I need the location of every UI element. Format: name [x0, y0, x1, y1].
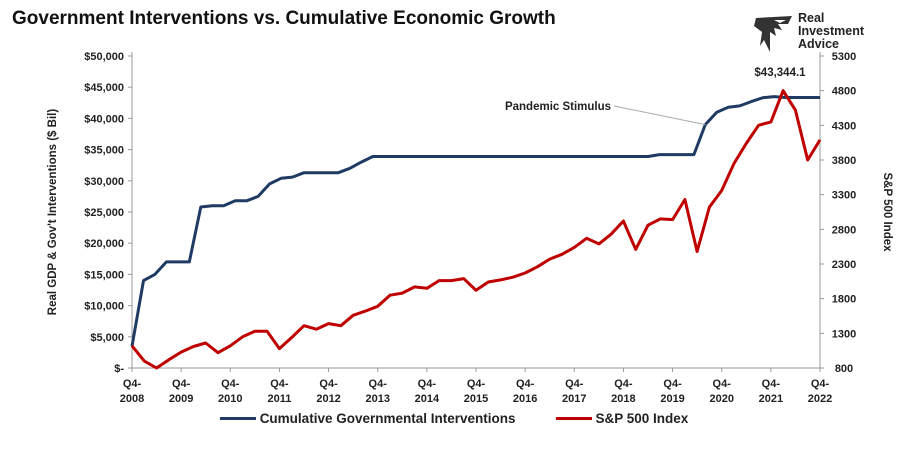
left-tick-label: $40,000 [84, 113, 124, 125]
pandemic-callout-line [613, 105, 706, 126]
left-tick-label: $- [114, 363, 124, 375]
chart-title: Government Interventions vs. Cumulative … [12, 8, 556, 29]
x-tick-label-top: Q4- [270, 378, 289, 390]
x-tick-label-bottom: 2015 [464, 393, 488, 405]
right-tick-label: 1300 [832, 328, 856, 340]
right-tick-label: 3800 [832, 155, 856, 167]
x-tick-label-top: Q4- [565, 378, 584, 390]
x-tick-label-top: Q4- [762, 378, 781, 390]
x-tick-label-bottom: 2018 [611, 393, 635, 405]
x-tick-label-top: Q4- [369, 378, 388, 390]
right-tick-label: 4800 [832, 86, 856, 98]
eagle-icon [754, 16, 792, 52]
left-tick-label: $45,000 [84, 82, 124, 94]
x-tick-label-top: Q4- [172, 378, 191, 390]
left-tick-label: $35,000 [84, 145, 124, 157]
pandemic-annotation: Pandemic Stimulus [505, 101, 611, 113]
legend-item-sp500: S&P 500 Index [555, 411, 689, 426]
left-tick-label: $5,000 [90, 332, 124, 344]
x-tick-label-bottom: 2017 [562, 393, 586, 405]
last-value-annotation: $43,344.1 [754, 67, 806, 79]
left-tick-label: $50,000 [84, 51, 124, 63]
left-tick-label: $10,000 [84, 301, 124, 313]
x-tick-label-top: Q4- [663, 378, 682, 390]
right-tick-label: 2300 [832, 259, 856, 271]
x-tick-label-bottom: 2021 [759, 393, 783, 405]
x-tick-label-bottom: 2014 [415, 393, 440, 405]
right-axis-title: S&P 500 Index [881, 172, 893, 252]
x-tick-label-bottom: 2009 [169, 393, 193, 405]
legend: Cumulative Governmental Interventions S&… [0, 411, 908, 426]
x-tick-label-bottom: 2010 [218, 393, 242, 405]
x-tick-label-bottom: 2013 [365, 393, 389, 405]
x-tick-label-top: Q4- [811, 378, 830, 390]
right-tick-label: 1800 [832, 294, 856, 306]
legend-label-sp500: S&P 500 Index [595, 411, 689, 426]
x-tick-label-bottom: 2011 [267, 393, 291, 405]
series-line-sp500 [130, 89, 822, 370]
x-tick-label-bottom: 2016 [513, 393, 537, 405]
x-tick-label-top: Q4- [713, 378, 732, 390]
legend-swatch-interventions [219, 417, 256, 420]
right-tick-label: 5300 [832, 51, 856, 63]
x-tick-label-top: Q4- [614, 378, 633, 390]
right-tick-label: 800 [835, 363, 853, 375]
right-tick-label: 4300 [832, 120, 856, 132]
brand-logo: Real Investment Advice [752, 12, 872, 56]
x-tick-label-bottom: 2008 [120, 393, 144, 405]
x-tick-label-bottom: 2022 [808, 393, 832, 405]
logo-line-3: Advice [798, 37, 839, 51]
left-tick-label: $15,000 [84, 269, 124, 281]
left-tick-label: $20,000 [84, 238, 124, 250]
legend-label-interventions: Cumulative Governmental Interventions [259, 411, 516, 426]
series-line-interventions [130, 95, 820, 347]
left-tick-label: $25,000 [84, 207, 124, 219]
logo-line-1: Real [798, 11, 825, 25]
x-tick-label-bottom: 2020 [709, 393, 733, 405]
legend-item-interventions: Cumulative Governmental Interventions [219, 411, 516, 426]
x-tick-label-top: Q4- [418, 378, 437, 390]
x-tick-label-top: Q4- [123, 378, 142, 390]
x-tick-label-top: Q4- [221, 378, 240, 390]
x-tick-label-top: Q4- [467, 378, 486, 390]
x-tick-label-bottom: 2019 [660, 393, 684, 405]
logo-text: Real Investment Advice [798, 12, 864, 51]
logo-line-2: Investment [798, 24, 864, 38]
x-tick-label-top: Q4- [516, 378, 535, 390]
right-tick-label: 3300 [832, 190, 856, 202]
x-tick-label-top: Q4- [319, 378, 338, 390]
left-tick-label: $30,000 [84, 176, 124, 188]
right-tick-label: 2800 [832, 224, 856, 236]
x-tick-label-bottom: 2012 [316, 393, 340, 405]
legend-swatch-sp500 [555, 417, 592, 420]
left-axis-title: Real GDP & Gov't Interventions ($ Bil) [47, 109, 59, 316]
